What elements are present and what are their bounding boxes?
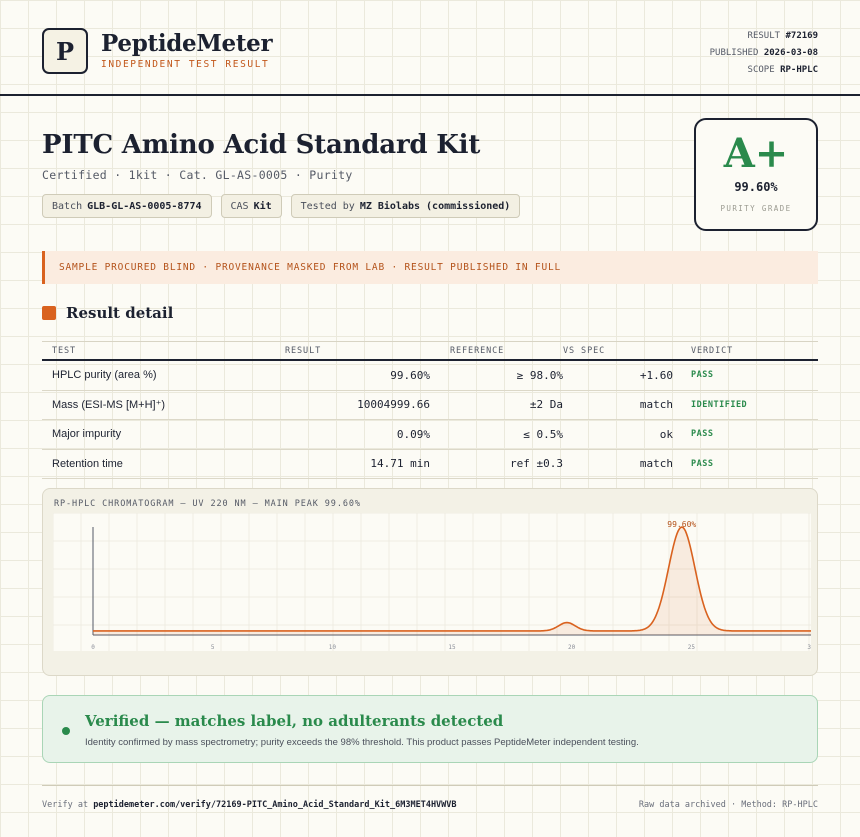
verified-banner: Verified — matches label, no adulterants… — [42, 695, 818, 763]
verified-title: Verified — matches label, no adulterants… — [85, 712, 504, 730]
cell-result: 10004999.66 — [357, 398, 430, 412]
chart-title: RP-HPLC CHROMATOGRAM — UV 220 NM — MAIN … — [54, 499, 361, 509]
cas-chip: CAS Kit — [220, 194, 282, 218]
cell-verdict: PASS — [691, 458, 714, 469]
cell-verdict: PASS — [691, 370, 714, 381]
product-subtitle: Certified · 1kit · Cat. GL-AS-0005 · Pur… — [42, 168, 353, 182]
table-row: Major impurity 0.09% ≤ 0.5% ok PASS — [42, 420, 818, 450]
result-id: #72169 — [785, 31, 818, 41]
published-date: 2026-03-08 — [763, 48, 818, 58]
cell-result: 0.09% — [396, 427, 430, 441]
x-tick-label: 20 — [568, 644, 576, 651]
section-marker-icon — [42, 306, 56, 320]
cell-vs-spec: ok — [659, 427, 673, 441]
cell-vs-spec: +1.60 — [639, 368, 673, 382]
cell-test: Retention time — [52, 457, 123, 470]
chromatogram-chart: 99.60% 0 5 10 15 20 25 30 — [53, 513, 811, 651]
col-result: RESULT — [285, 345, 322, 356]
cell-test: HPLC purity (area %) — [52, 369, 157, 382]
published-line: PUBLISHED 2026-03-08 — [710, 45, 818, 62]
provenance-notice: SAMPLE PROCURED BLIND · PROVENANCE MASKE… — [42, 251, 818, 284]
peak-label: 99.60% — [667, 520, 696, 529]
cell-test: Mass (ESI-MS [M+H]⁺) — [52, 399, 166, 412]
cell-reference: ref ±0.3 — [510, 457, 563, 471]
footer-note: Raw data archived · Method: RP-HPLC — [638, 800, 818, 810]
table-row: HPLC purity (area %) 99.60% ≥ 98.0% +1.6… — [42, 361, 818, 391]
cell-verdict: PASS — [691, 429, 714, 440]
purity-grade-card: A+ 99.60% PURITY GRADE — [694, 118, 818, 231]
table-row: Retention time 14.71 min ref ±0.3 match … — [42, 450, 818, 479]
cell-vs-spec: match — [639, 398, 673, 412]
result-id-label: RESULT — [747, 31, 781, 41]
verified-description: Identity confirmed by mass spectrometry;… — [85, 737, 639, 748]
chromatogram-panel: RP-HPLC CHROMATOGRAM — UV 220 NM — MAIN … — [42, 488, 818, 676]
grade-label: PURITY GRADE — [720, 204, 792, 213]
cell-verdict: IDENTIFIED — [691, 399, 748, 410]
cell-result: 99.60% — [390, 368, 430, 382]
cell-test: Major impurity — [52, 428, 122, 441]
cell-reference: ≥ 98.0% — [516, 368, 563, 382]
chip-value: GLB-GL-AS-0005-8774 — [87, 200, 202, 212]
x-tick-label: 10 — [329, 644, 337, 651]
signal-area — [93, 527, 811, 635]
grade-letter: A+ — [723, 130, 789, 177]
report-meta: RESULT #72169 PUBLISHED 2026-03-08 SCOPE… — [710, 28, 818, 79]
result-detail-heading: Result detail — [42, 304, 173, 322]
cell-reference: ±2 Da — [529, 398, 563, 412]
chip-value: MZ Biolabs (commissioned) — [359, 200, 511, 212]
scope-label: SCOPE — [747, 65, 775, 75]
product-chips: Batch GLB-GL-AS-0005-8774 CAS Kit Tested b… — [42, 194, 521, 218]
tested-by-chip: Tested by MZ Biolabs (commissioned) — [290, 194, 521, 218]
x-tick-label: 25 — [688, 644, 696, 651]
x-tick-label: 5 — [211, 644, 215, 651]
grade-value: 99.60% — [734, 180, 778, 194]
scope-line: SCOPE RP-HPLC — [710, 62, 818, 79]
brand-tagline: INDEPENDENT TEST RESULT — [101, 59, 270, 70]
section-title: Result detail — [66, 304, 174, 322]
col-verdict: VERDICT — [691, 345, 734, 356]
report-footer: Verify at peptidemeter.com/verify/72169-… — [42, 785, 818, 810]
col-reference: REFERENCE — [450, 345, 505, 356]
signal-line — [93, 526, 811, 632]
brand-name: PeptideMeter — [101, 30, 273, 57]
verify-link[interactable]: peptidemeter.com/verify/72169-PITC_Amino… — [93, 800, 457, 810]
verify-prefix: Verify at — [42, 800, 89, 810]
table-row: Mass (ESI-MS [M+H]⁺) 10004999.66 ±2 Da m… — [42, 391, 818, 420]
x-tick-label: 30 — [807, 644, 811, 651]
scope-value: RP-HPLC — [780, 65, 818, 75]
result-id-line: RESULT #72169 — [710, 28, 818, 45]
published-label: PUBLISHED — [709, 48, 759, 58]
report-header: P PeptideMeter INDEPENDENT TEST RESULT R… — [0, 0, 860, 96]
x-tick-label: 0 — [91, 644, 95, 651]
batch-chip: Batch GLB-GL-AS-0005-8774 — [42, 194, 212, 218]
brand-logo: P — [42, 28, 88, 74]
chip-label: Batch — [52, 200, 83, 212]
cell-vs-spec: match — [639, 457, 673, 471]
verify-line: Verify at peptidemeter.com/verify/72169-… — [42, 800, 457, 810]
chip-label: CAS — [230, 200, 249, 212]
x-tick-label: 15 — [448, 644, 456, 651]
verified-dot-icon — [62, 727, 70, 735]
col-vs-spec: VS SPEC — [563, 345, 606, 356]
cell-result: 14.71 min — [370, 457, 430, 471]
cell-reference: ≤ 0.5% — [523, 427, 563, 441]
chip-label: Tested by — [300, 200, 355, 212]
col-test: TEST — [52, 345, 77, 356]
chip-value: Kit — [253, 200, 272, 212]
table-header: TEST RESULT REFERENCE VS SPEC VERDICT — [42, 341, 818, 361]
product-title: PITC Amino Acid Standard Kit — [42, 130, 481, 160]
result-table: TEST RESULT REFERENCE VS SPEC VERDICT HP… — [42, 341, 818, 479]
plot-background — [53, 513, 811, 651]
